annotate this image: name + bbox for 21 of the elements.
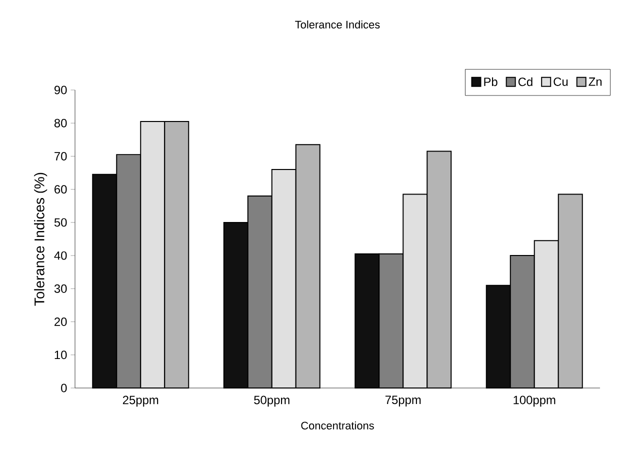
legend-label: Cu [554, 77, 568, 86]
y-tick-label: 30 [54, 284, 67, 293]
x-tick-label: 75ppm [385, 396, 421, 406]
x-tick-label: 50ppm [254, 396, 290, 407]
y-tick-label: 40 [54, 251, 67, 260]
y-tick-label: 0 [61, 384, 67, 392]
y-tick-label: 20 [54, 318, 67, 326]
x-axis-title: Concentrations [301, 421, 374, 430]
x-tick-label: 100ppm [514, 396, 556, 407]
chart-title: Tolerance Indices [295, 20, 380, 28]
y-tick-label: 60 [54, 185, 67, 194]
legend-label: Pb [484, 77, 498, 86]
legend-label: Zn [588, 78, 602, 86]
y-tick-label: 90 [54, 86, 67, 94]
y-tick-label: 70 [54, 152, 67, 160]
y-tick-label: 80 [54, 118, 67, 128]
y-axis-title: Tolerance Indices (%) [34, 172, 48, 306]
legend-label: Cd [518, 77, 532, 86]
x-tick-label: 25ppm [122, 396, 158, 407]
y-tick-label: 10 [54, 350, 67, 360]
y-tick-label: 50 [54, 218, 67, 227]
